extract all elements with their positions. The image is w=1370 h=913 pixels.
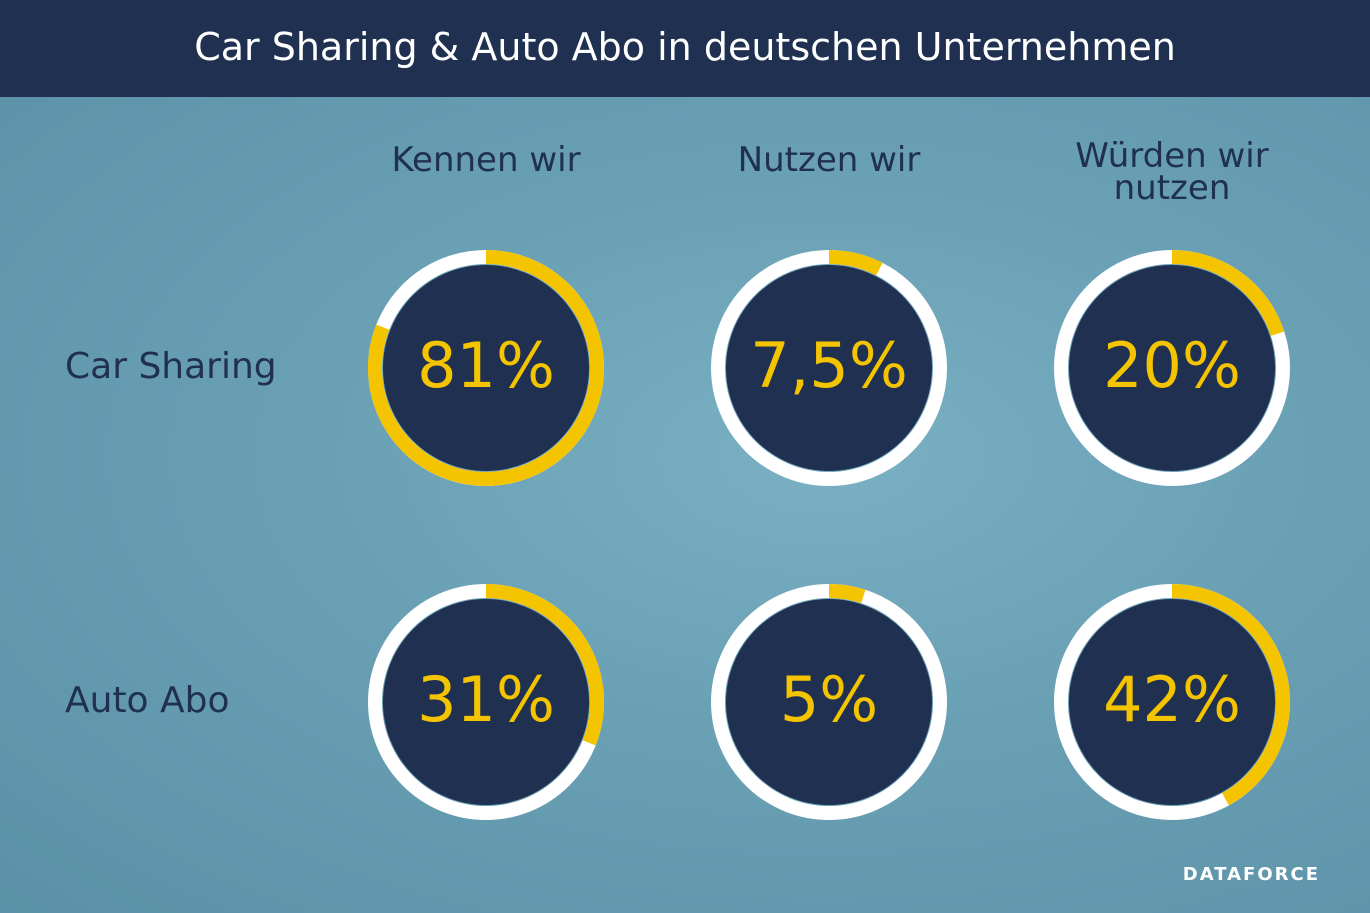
- gauge-arc: [828, 250, 883, 276]
- gauge-center: [383, 265, 589, 471]
- value-label: 20%: [1103, 329, 1241, 402]
- gauge-arc: [828, 584, 866, 604]
- gauge-center: [383, 599, 589, 805]
- row-label: Auto Abo: [65, 680, 230, 721]
- value-label: 31%: [417, 663, 555, 736]
- column-header: Nutzen wir: [737, 140, 921, 180]
- gauge-arc: [368, 250, 604, 486]
- value-label: 5%: [780, 663, 878, 736]
- brand: DATAFORCE: [1182, 864, 1320, 885]
- gauge-arc: [485, 584, 604, 746]
- value-label: 42%: [1103, 663, 1241, 736]
- value-label: 81%: [417, 329, 555, 402]
- gauge-arc: [1171, 584, 1290, 806]
- chart-title: Car Sharing & Auto Abo in deutschen Unte…: [0, 0, 1370, 97]
- gauge-arc: [1171, 250, 1285, 336]
- gauge-center: [1069, 599, 1275, 805]
- column-header: Würden wir nutzen: [1075, 136, 1269, 208]
- gauge-center: [1069, 265, 1275, 471]
- column-header: Kennen wir: [391, 140, 581, 180]
- gauge-center: [726, 599, 932, 805]
- value-label: 7,5%: [750, 329, 908, 402]
- gauge-center: [726, 265, 932, 471]
- row-label: Car Sharing: [65, 346, 277, 387]
